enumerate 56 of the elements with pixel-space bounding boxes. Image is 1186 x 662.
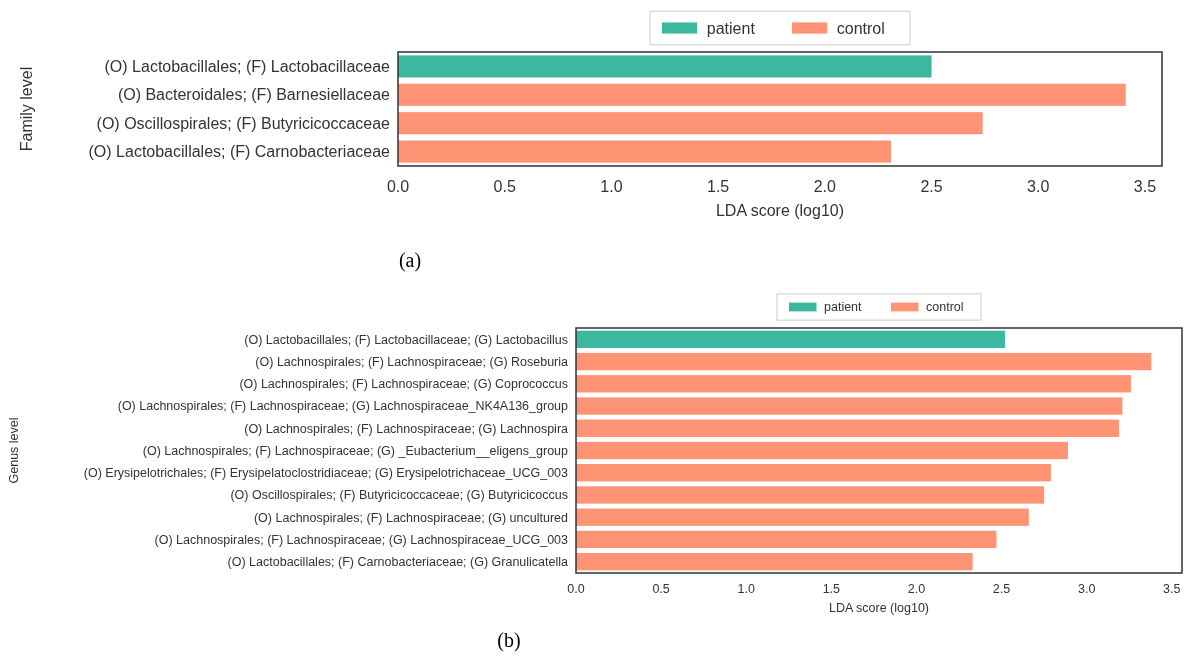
y-tick-label: (O) Lactobacillales; (F) Carnobacteriaceae; (G) Granulicatella — [227, 555, 569, 570]
bar — [398, 112, 983, 135]
y-tick-label: (O) Bacteroidales; (F) Barnesiellaceae — [117, 86, 391, 104]
y-tick-label: (O) Lachnospirales; (F) Lachnospiraceae; (G) uncultured — [253, 510, 569, 525]
y-tick-label: (O) Lachnospirales; (F) Lachnospiraceae; (G) Lachnospiraceae_NK4A136_group — [117, 399, 569, 414]
x-tick-label: 0.0 — [386, 177, 410, 195]
y-tick-label: (O) Lachnospirales; (F) Lachnospiraceae; (G) _Eubacterium__eligens_group — [142, 443, 569, 458]
bar — [576, 330, 1005, 349]
x-tick-label: 3.0 — [1027, 177, 1050, 195]
y-tick-label: (O) Oscillospirales; (F) Butyricicoccaceae; (G) Butyricicoccus — [230, 488, 568, 503]
text: (b) — [497, 629, 521, 652]
x-tick-label: 2.0 — [813, 177, 837, 195]
y-tick-label: (O) Lachnospirales; (F) Lachnospiraceae; (G) Lachnospira — [244, 421, 569, 436]
legend-label: control — [836, 19, 885, 37]
bar — [398, 140, 891, 163]
x-tick-label: 3.0 — [1077, 582, 1096, 596]
bar — [576, 375, 1131, 393]
x-tick-label: 1.0 — [737, 582, 755, 596]
x-axis-title: LDA score (log10) — [715, 201, 845, 219]
bar — [576, 464, 1051, 482]
y-tick-label: (O) Lachnospirales; (F) Lachnospiraceae; (G) Coprococcus — [239, 377, 568, 392]
bar — [576, 419, 1120, 437]
x-tick-label: 2.5 — [992, 582, 1011, 596]
x-tick-label: 3.5 — [1163, 582, 1181, 596]
x-tick-label: 3.5 — [1133, 177, 1157, 195]
bar — [576, 397, 1123, 415]
y-tick-label: (O) Oscillospirales; (F) Butyricicoccaceae — [96, 114, 391, 132]
bar — [576, 441, 1068, 460]
legend-label: patient — [706, 19, 756, 37]
bar — [576, 508, 1029, 526]
legend-label: control — [926, 300, 964, 315]
x-tick-label: 2.5 — [920, 177, 943, 195]
x-tick-label: 0.5 — [652, 582, 670, 596]
bar — [576, 486, 1045, 504]
y-tick-label: (O) Lactobacillales; (F) Lactobacillaceae; (G) Lactobacillus — [244, 332, 568, 347]
y-tick-label: (O) Lactobacillales; (F) Carnobacteriaceae — [88, 143, 391, 161]
y-tick-label: (O) Lachnospirales; (F) Lachnospiraceae; (G) Lachnospiraceae_UCG_003 — [154, 532, 569, 547]
y-axis-title: Genus level — [7, 417, 21, 484]
text: (a) — [398, 249, 422, 272]
x-tick-label: 1.0 — [600, 177, 623, 195]
bar — [398, 55, 932, 78]
x-tick-label: 1.5 — [706, 177, 730, 195]
x-tick-label: 1.5 — [822, 582, 841, 596]
y-tick-label: (O) Lactobacillales; (F) Lactobacillaceae — [104, 58, 391, 76]
x-tick-label: 0.0 — [567, 582, 585, 596]
bar — [576, 552, 973, 571]
x-tick-label: 0.5 — [493, 177, 516, 195]
y-axis-title: Family level — [18, 66, 35, 152]
x-tick-label: 2.0 — [907, 582, 926, 596]
legend-label: patient — [824, 300, 863, 315]
bar — [576, 352, 1152, 371]
bar — [576, 530, 997, 549]
bar — [398, 83, 1126, 106]
y-tick-label: (O) Erysipelotrichales; (F) Erysipelatoclostridiaceae; (G) Erysipelotrichaceae_UCG_003 — [83, 466, 569, 481]
x-axis-title: LDA score (log10) — [828, 600, 930, 615]
y-tick-label: (O) Lachnospirales; (F) Lachnospiraceae; (G) Roseburia — [255, 354, 569, 369]
